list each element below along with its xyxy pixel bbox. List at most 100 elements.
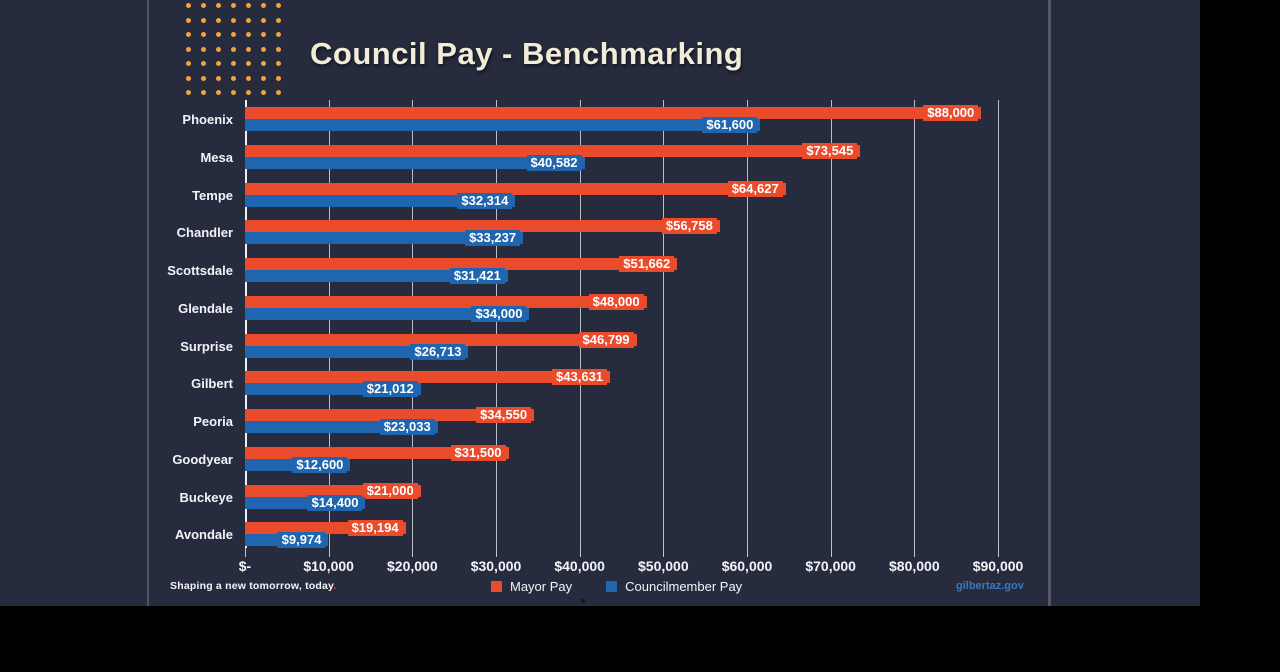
chart-title: Council Pay - Benchmarking xyxy=(310,36,744,71)
decorative-dot xyxy=(201,61,206,66)
decorative-dot xyxy=(186,61,191,66)
presentation-slide: Council Pay - Benchmarking $88,000 $61,60… xyxy=(0,0,1200,606)
decorative-dot xyxy=(246,46,251,52)
mayor-pay-bar xyxy=(245,220,720,233)
x-axis-tick-label: $70,000 xyxy=(805,558,856,574)
councilmember-pay-data-label: $14,400 xyxy=(307,494,363,511)
mayor-pay-bar xyxy=(245,258,678,270)
decorative-dot xyxy=(246,32,251,37)
decorative-dot xyxy=(246,3,251,8)
mayor-pay-bar xyxy=(245,446,509,459)
decorative-dot xyxy=(186,46,191,52)
axis-tickmark xyxy=(914,548,916,557)
gridline xyxy=(747,100,748,548)
decorative-dot xyxy=(276,90,281,95)
decorative-dot xyxy=(276,17,281,23)
decorative-dot xyxy=(186,90,191,95)
decorative-dot xyxy=(186,17,191,23)
category-label: Buckeye xyxy=(179,489,233,505)
councilmember-pay-bar xyxy=(245,232,524,245)
gridline xyxy=(663,100,665,548)
decorative-dot xyxy=(216,32,221,37)
decorative-dot xyxy=(216,61,221,66)
tagline-period: . xyxy=(333,580,337,592)
decorative-dot xyxy=(201,3,206,8)
mayor-pay-bar xyxy=(245,182,786,195)
axis-tickmark xyxy=(747,548,748,557)
category-label: Surprise xyxy=(180,338,233,354)
gridline xyxy=(914,100,916,548)
decorative-dot xyxy=(261,75,266,81)
tagline-text: Shaping a new tomorrow, today xyxy=(170,580,334,592)
category-label: Tempe xyxy=(192,187,233,203)
decorative-dot xyxy=(201,17,206,23)
decorative-dot xyxy=(276,32,281,37)
x-axis-tick-label: $30,000 xyxy=(470,558,522,574)
councilmember-pay-data-label: $26,713 xyxy=(410,343,466,360)
mayor-pay-data-label: $19,194 xyxy=(347,520,403,537)
category-label: Peoria xyxy=(193,414,233,429)
councilmember-pay-data-label: $40,582 xyxy=(526,154,582,171)
x-axis-tick-label: $- xyxy=(238,558,252,574)
axis-tickmark xyxy=(579,548,581,557)
x-axis-tick-label: $50,000 xyxy=(638,558,689,574)
mayor-pay-data-label: $88,000 xyxy=(923,105,979,121)
mayor-pay-bar xyxy=(245,371,611,384)
decorative-dot xyxy=(231,32,236,37)
mayor-pay-data-label: $56,758 xyxy=(661,218,717,235)
councilmember-pay-bar xyxy=(245,307,530,320)
decorative-dot xyxy=(201,46,206,52)
decorative-dot xyxy=(186,32,191,37)
mayor-pay-legend-swatch xyxy=(491,581,502,592)
decorative-dot xyxy=(231,61,236,66)
x-axis-tick-label: $10,000 xyxy=(303,558,354,574)
category-label: Glendale xyxy=(178,300,233,316)
category-label: Gilbert xyxy=(191,376,233,392)
decorative-dot xyxy=(246,61,251,66)
mayor-pay-bar xyxy=(245,144,861,157)
councilmember-pay-data-label: $31,421 xyxy=(449,268,505,284)
decorative-dot xyxy=(186,75,191,81)
axis-tickmark xyxy=(998,548,999,557)
mayor-pay-data-label: $73,545 xyxy=(802,142,858,159)
decorative-dot xyxy=(276,3,281,8)
decorative-dot xyxy=(261,32,266,37)
axis-tickmark xyxy=(412,548,414,557)
decorative-dot-grid xyxy=(186,3,296,107)
councilmember-pay-bar xyxy=(245,194,516,207)
x-axis-tick-label: $90,000 xyxy=(972,558,1024,574)
councilmember-pay-data-label: $9,974 xyxy=(277,532,326,549)
decorative-dot xyxy=(216,46,221,52)
plot-area: $88,000 $61,600 $73,545 $40,582 $64,627 $32,3… xyxy=(245,100,999,557)
decorative-dot xyxy=(231,3,236,8)
gridline xyxy=(496,100,497,548)
councilmember-pay-data-label: $33,237 xyxy=(465,230,521,247)
gridline xyxy=(830,100,832,548)
decorative-dot xyxy=(246,90,251,95)
x-axis-tick-label: $40,000 xyxy=(554,558,605,574)
x-axis-tick-label: $60,000 xyxy=(721,558,773,574)
decorative-dot xyxy=(231,90,236,95)
right-frame-divider xyxy=(1048,0,1051,606)
left-frame-divider xyxy=(147,0,149,606)
gridline xyxy=(579,100,581,548)
decorative-dot xyxy=(216,75,221,81)
category-label: Scottsdale xyxy=(167,263,233,278)
decorative-dot xyxy=(216,3,221,8)
mayor-pay-data-label: $64,627 xyxy=(727,180,783,197)
mayor-pay-bar xyxy=(245,107,982,119)
category-label: Goodyear xyxy=(172,451,233,467)
decorative-dot xyxy=(201,75,206,81)
axis-tickmark xyxy=(328,548,330,557)
mayor-pay-data-label: $46,799 xyxy=(578,331,634,348)
councilmember-pay-bar xyxy=(245,119,761,131)
councilmember-pay-data-label: $34,000 xyxy=(471,305,527,322)
councilmember-pay-legend-swatch xyxy=(606,581,618,592)
category-label: Mesa xyxy=(200,149,233,165)
decorative-dot xyxy=(261,90,266,95)
councilmember-pay-data-label: $32,314 xyxy=(457,192,513,209)
decorative-dot xyxy=(276,46,281,52)
decorative-dot xyxy=(231,17,236,23)
mayor-pay-bar xyxy=(245,409,535,421)
